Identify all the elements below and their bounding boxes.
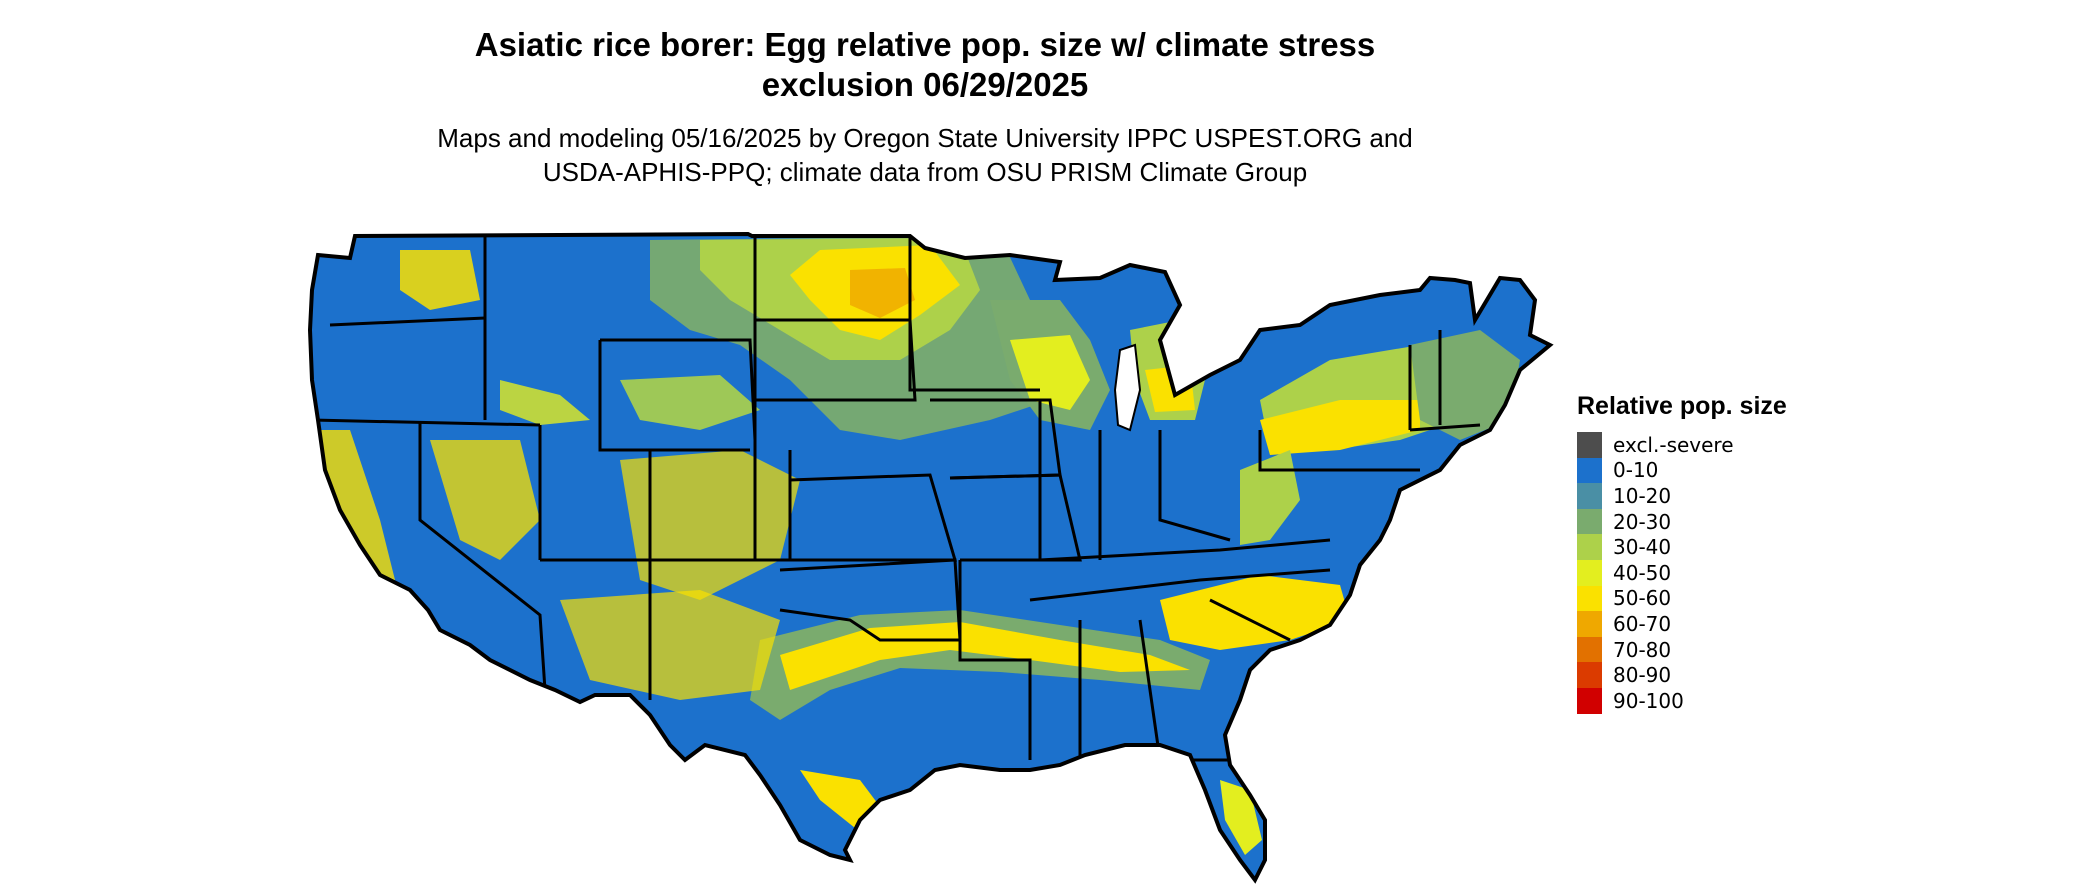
border-ca-nv <box>418 422 547 691</box>
border-ar-la <box>958 560 1032 760</box>
map-subtitle-line-1: Maps and modeling 05/16/2025 by Oregon S… <box>437 123 1413 153</box>
legend-items: excl.-severe 0-10 10-20 20-30 30-40 40-50 50-6… <box>1577 432 1787 714</box>
band-florida <box>1220 780 1262 855</box>
us-population-map <box>308 232 1552 882</box>
band-california-coast <box>318 430 400 610</box>
border-oh-wv <box>1158 430 1231 542</box>
legend-item: 70-80 <box>1577 636 1787 663</box>
legend-swatch <box>1577 636 1602 663</box>
band-carolinas <box>1160 575 1350 650</box>
border-wy <box>600 338 757 441</box>
legend-swatch <box>1577 457 1602 484</box>
band-new-york-yellow <box>1260 400 1420 455</box>
band-new-england <box>1410 330 1520 440</box>
border-al-ga <box>1138 619 1162 761</box>
legend-label: 10-20 <box>1613 483 1672 508</box>
legend-item: 0-10 <box>1577 457 1787 484</box>
legend-label: 90-100 <box>1613 688 1684 713</box>
legend-item: 40-50 <box>1577 559 1787 586</box>
legend-item: 90-100 <box>1577 687 1787 714</box>
legend-item: 60-70 <box>1577 611 1787 637</box>
border-wy-south <box>598 340 750 452</box>
band-arizona-nm <box>560 590 780 700</box>
legend-label: 70-80 <box>1613 637 1672 662</box>
legend-label: 60-70 <box>1613 611 1672 636</box>
legend-label: 30-40 <box>1613 535 1672 560</box>
legend-swatch <box>1577 534 1602 560</box>
border-pa <box>1258 430 1420 472</box>
legend-title: Relative pop. size <box>1577 392 1787 420</box>
border-co <box>648 450 792 562</box>
band-washington <box>400 250 480 310</box>
legend-swatch <box>1577 662 1602 688</box>
border-dakotas <box>755 318 917 402</box>
legend-item: 50-60 <box>1577 585 1787 612</box>
legend-label: 20-30 <box>1613 509 1672 534</box>
legend-swatch <box>1577 483 1602 509</box>
legend-label: 0-10 <box>1613 458 1659 483</box>
legend-item: excl.-severe <box>1577 432 1787 458</box>
border-or-ca-nv <box>310 418 541 427</box>
legend-label: excl.-severe <box>1613 432 1734 457</box>
map-subtitle-line-2: USDA-APHIS-PPQ; climate data from OSU PR… <box>542 157 1308 187</box>
border-mn <box>908 236 1040 392</box>
border-ok <box>779 558 962 642</box>
legend-swatch <box>1577 508 1602 535</box>
map-title-line-2: exclusion 06/29/2025 <box>761 66 1089 103</box>
map-legend: Relative pop. size excl.-severe 0-10 10-20… <box>1577 392 1787 714</box>
band-north-dakota-orange <box>850 268 915 318</box>
legend-label: 40-50 <box>1613 560 1672 585</box>
legend-item: 80-90 <box>1577 662 1787 688</box>
legend-swatch <box>1577 432 1602 458</box>
border-mo <box>949 473 1082 562</box>
map-title-line-1: Asiatic rice borer: Egg relative pop. si… <box>474 26 1376 63</box>
border-new-england <box>1409 423 1481 432</box>
legend-swatch <box>1577 559 1602 586</box>
border-ky-va <box>1039 538 1331 562</box>
legend-item: 30-40 <box>1577 534 1787 560</box>
band-idaho <box>500 380 590 425</box>
lake-michigan <box>1113 343 1142 432</box>
legend-swatch <box>1577 611 1602 637</box>
band-wyoming <box>620 375 760 430</box>
border-tn-nc <box>1029 568 1331 602</box>
legend-swatch <box>1577 687 1602 714</box>
legend-label: 50-60 <box>1613 586 1672 611</box>
border-ne-ks <box>789 473 958 562</box>
legend-item: 10-20 <box>1577 483 1787 509</box>
legend-item: 20-30 <box>1577 508 1787 535</box>
band-appalachia <box>1240 450 1300 545</box>
legend-label: 80-90 <box>1613 663 1672 688</box>
band-nevada <box>430 440 540 560</box>
border-sc <box>1209 598 1291 642</box>
border-wa-or <box>329 316 486 327</box>
legend-swatch <box>1577 585 1602 612</box>
